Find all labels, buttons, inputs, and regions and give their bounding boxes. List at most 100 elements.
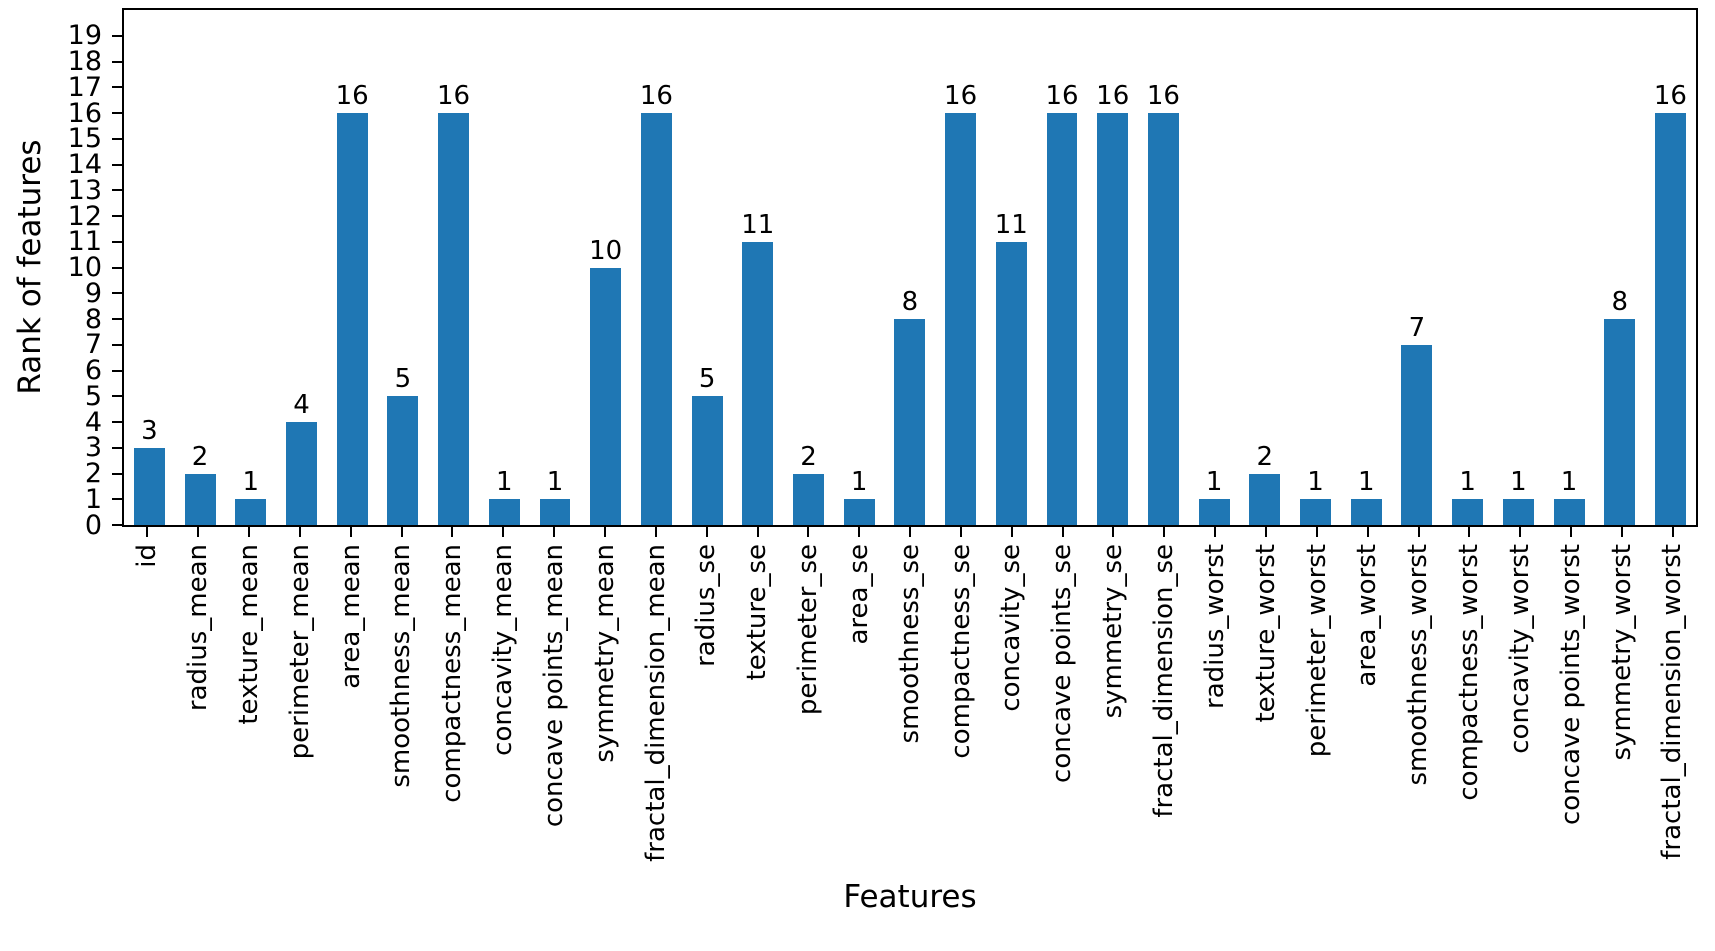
bar-slot: 7: [1392, 10, 1443, 525]
bar: [1198, 499, 1230, 525]
x-label-slot: texture_mean: [224, 544, 275, 725]
bar: [488, 499, 520, 525]
x-label-slot: concavity_se: [986, 544, 1037, 712]
x-tick-mark: [1264, 527, 1267, 537]
x-tick-label: perimeter_se: [793, 544, 824, 716]
x-tick-mark: [1315, 527, 1318, 537]
y-tick-label: 14: [67, 149, 102, 180]
x-tick-labels: id radius_mean texture_mean perimeter_mean a…: [122, 544, 1698, 862]
y-tick-mark: [112, 472, 122, 475]
x-tick-slot: [224, 527, 275, 537]
x-tick-slot: [1241, 527, 1292, 537]
x-tick-label: compactness_se: [945, 544, 976, 759]
x-label-slot: area_se: [834, 544, 885, 645]
x-label-slot: symmetry_worst: [1596, 544, 1647, 760]
x-tick-slot: [1037, 527, 1088, 537]
x-tick-slot: [936, 527, 987, 537]
y-tick-mark: [112, 446, 122, 449]
y-tick-mark: [112, 163, 122, 166]
x-label-slot: concave points_worst: [1546, 544, 1597, 825]
bar-slot: 1: [1442, 10, 1493, 525]
bar: [1300, 499, 1331, 525]
x-tick-slot: [1495, 527, 1546, 537]
x-axis-title: Features: [843, 879, 977, 915]
bar: [286, 422, 317, 525]
y-tick-mark: [112, 137, 122, 140]
x-label-slot: texture_worst: [1241, 544, 1292, 723]
bar: [1350, 499, 1382, 525]
x-tick-mark: [248, 527, 251, 537]
bar-value-label: 16: [1045, 81, 1079, 111]
y-tick-label: 12: [67, 200, 102, 232]
x-label-slot: perimeter_se: [783, 544, 834, 715]
x-label-slot: concavity_mean: [478, 544, 529, 756]
y-tick-mark: [112, 215, 122, 217]
y-tick-mark: [112, 343, 122, 346]
bar-slot: 16: [1645, 10, 1696, 525]
plot-area: 3 2 1 4 16 5 16 1 1 10 16 5 11 2 1 8 16 11 16 16 16 1 2 1 1 7 1 1 1 8…: [122, 8, 1698, 527]
y-tick-mark: [112, 266, 122, 269]
bar: [1604, 319, 1636, 525]
x-tick-slot: [1088, 527, 1139, 537]
x-tick-slot: [478, 527, 529, 537]
bar-value-label: 16: [1653, 81, 1687, 111]
bar: [184, 473, 216, 525]
bar-slot: 11: [732, 10, 783, 525]
x-label-slot: smoothness_mean: [376, 544, 427, 788]
x-tick-mark: [1468, 527, 1471, 537]
bar-value-label: 2: [1256, 441, 1274, 472]
x-tick-label: concavity_se: [996, 544, 1027, 712]
x-tick-slot: [1647, 527, 1698, 537]
x-tick-label: radius_worst: [1199, 544, 1230, 709]
bar: [742, 241, 774, 525]
bar: [1654, 113, 1686, 525]
x-tick-slot: [427, 527, 478, 537]
x-tick-mark: [858, 527, 861, 537]
x-tick-mark: [705, 527, 708, 537]
x-label-slot: perimeter_mean: [275, 544, 326, 759]
y-tick-mark: [112, 240, 122, 243]
x-tick-mark: [197, 527, 200, 537]
bar-value-label: 1: [1307, 467, 1324, 498]
x-tick-label: radius_se: [691, 544, 722, 667]
bar-slot: 16: [631, 10, 682, 525]
bar-slot: 16: [1087, 10, 1138, 525]
x-tick-slot: [1190, 527, 1241, 537]
x-tick-slot: [1596, 527, 1647, 537]
bar-value-label: 1: [546, 467, 564, 498]
bar: [1502, 499, 1534, 525]
bar-value-label: 1: [1560, 467, 1578, 498]
bar-value-label: 16: [639, 81, 673, 111]
bar-value-label: 5: [394, 364, 412, 395]
x-tick-mark: [298, 527, 301, 537]
x-label-slot: compactness_se: [936, 544, 987, 759]
bar-value-label: 7: [1408, 312, 1426, 343]
bar-value-label: 1: [850, 467, 868, 498]
x-tick-slot: [681, 527, 732, 537]
y-tick-label: 11: [67, 226, 102, 258]
bar-slot: 16: [935, 10, 986, 525]
bar-slot: 16: [1138, 10, 1189, 525]
bar: [387, 396, 419, 525]
bar: [1046, 113, 1078, 525]
x-tick-mark: [1010, 527, 1013, 537]
x-tick-slot: [834, 527, 885, 537]
x-label-slot: radius_se: [681, 544, 732, 667]
x-tick-mark: [1671, 527, 1674, 537]
bar-slot: 2: [175, 10, 226, 525]
y-tick-mark: [112, 369, 122, 372]
x-tick-mark: [756, 527, 759, 537]
x-label-slot: radius_worst: [1190, 544, 1241, 709]
bar-slot: 1: [1544, 10, 1595, 525]
x-tick-label: texture_se: [742, 544, 773, 681]
bar: [1452, 499, 1484, 525]
bar-slot: 1: [1493, 10, 1544, 525]
x-tick-label: fractal_dimension_se: [1149, 544, 1179, 818]
bar-value-label: 16: [1096, 81, 1130, 111]
x-label-slot: area_worst: [1342, 544, 1393, 687]
y-tick-label: 15: [67, 123, 102, 155]
x-tick-mark: [146, 527, 149, 537]
x-label-slot: id: [122, 544, 173, 568]
x-tick-slot: [885, 527, 936, 537]
bar: [1401, 344, 1433, 525]
